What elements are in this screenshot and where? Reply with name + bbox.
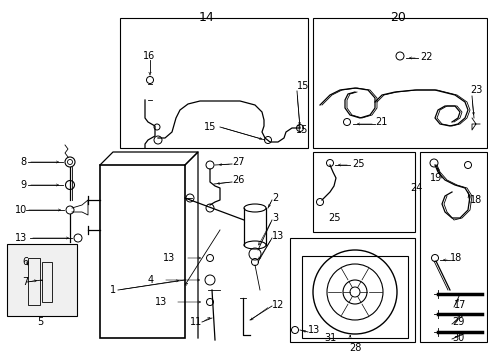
- Text: 15: 15: [295, 125, 308, 135]
- Bar: [312, 152, 414, 232]
- Text: 26: 26: [231, 175, 244, 185]
- Text: 5: 5: [37, 317, 43, 327]
- Text: 25: 25: [351, 159, 364, 169]
- Text: 7: 7: [22, 277, 28, 287]
- Text: 13: 13: [163, 253, 175, 263]
- Bar: [7, 244, 77, 316]
- Text: 20: 20: [389, 11, 405, 24]
- Text: 13: 13: [15, 233, 27, 243]
- Text: 30: 30: [451, 333, 463, 343]
- Text: 4: 4: [148, 275, 154, 285]
- Bar: [28, 258, 40, 305]
- Bar: [419, 152, 486, 342]
- Text: 18: 18: [449, 253, 461, 263]
- Text: 22: 22: [419, 52, 431, 62]
- Bar: [120, 18, 307, 148]
- Text: 8: 8: [20, 157, 26, 167]
- Text: 17: 17: [453, 300, 466, 310]
- Text: 29: 29: [451, 317, 464, 327]
- Text: 2: 2: [271, 193, 278, 203]
- Text: 10: 10: [15, 205, 27, 215]
- Text: 9: 9: [20, 180, 26, 190]
- Text: 16: 16: [142, 51, 155, 61]
- Text: 27: 27: [231, 157, 244, 167]
- Text: 3: 3: [271, 213, 278, 223]
- Text: 15: 15: [203, 122, 216, 132]
- Text: 14: 14: [199, 11, 214, 24]
- Text: 15: 15: [296, 81, 309, 91]
- Text: 28: 28: [348, 343, 361, 353]
- Text: 13: 13: [271, 231, 284, 241]
- Text: 1: 1: [110, 285, 116, 295]
- Bar: [100, 165, 184, 338]
- Text: 21: 21: [374, 117, 386, 127]
- Text: 24: 24: [409, 183, 422, 193]
- Text: 18: 18: [469, 195, 481, 205]
- Text: 23: 23: [469, 85, 481, 95]
- Text: 12: 12: [271, 300, 284, 310]
- Text: 19: 19: [429, 173, 441, 183]
- Text: 25: 25: [327, 213, 340, 223]
- Bar: [42, 262, 52, 302]
- Text: 6: 6: [22, 257, 28, 267]
- Text: 13: 13: [155, 297, 167, 307]
- Bar: [302, 256, 407, 338]
- Bar: [312, 18, 486, 148]
- Bar: [289, 238, 414, 342]
- Text: 13: 13: [307, 325, 320, 335]
- Text: 31: 31: [323, 333, 335, 343]
- Text: 11: 11: [190, 317, 202, 327]
